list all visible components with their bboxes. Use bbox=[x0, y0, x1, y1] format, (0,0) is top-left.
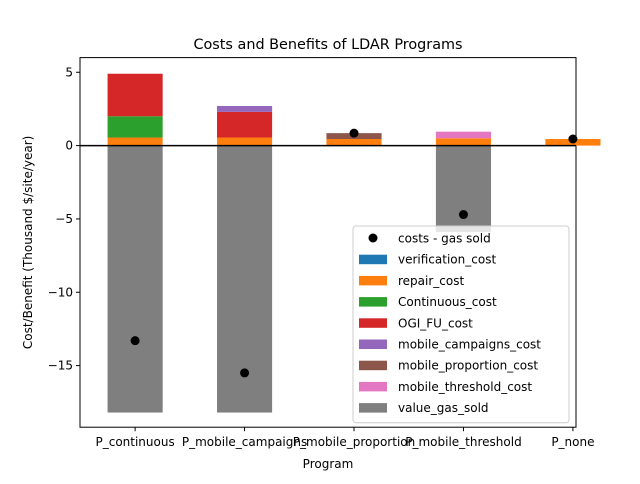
bar-repair-cost-p-mobile-campaigns bbox=[217, 137, 273, 146]
legend-swatch-ogi-fu-cost bbox=[359, 318, 387, 328]
legend-swatch-mobile-campaigns-cost bbox=[359, 339, 387, 349]
legend-swatch-mobile-threshold-cost bbox=[359, 381, 387, 392]
y-tick-label: 5 bbox=[65, 65, 73, 79]
legend-label-mobile-proportion-cost: mobile_proportion_cost bbox=[398, 359, 538, 373]
legend-marker-costs-gas-sold bbox=[368, 233, 378, 243]
legend-box bbox=[352, 225, 570, 424]
x-tick-label-p-mobile-campaigns: P_mobile_campaigns bbox=[182, 435, 307, 449]
legend-swatch-value-gas-sold bbox=[359, 403, 387, 413]
legend-swatch-verification-cost bbox=[359, 254, 387, 265]
legend-label-ogi-fu-cost: OGI_FU_cost bbox=[398, 316, 473, 330]
bar-value-gas-sold-p-mobile-campaigns bbox=[217, 145, 273, 413]
point-p-none bbox=[568, 134, 578, 144]
x-axis: P_continuous P_mobile_campaignsP_mobile_p… bbox=[95, 427, 594, 449]
y-axis: 5 0 −5 −10 −15 bbox=[48, 65, 80, 373]
chart-title: Costs and Benefits of LDAR Programs bbox=[193, 37, 462, 53]
x-axis-label: Program bbox=[303, 457, 354, 471]
x-tick-label-p-none: P_none bbox=[551, 435, 594, 449]
point-p-mobile-threshold bbox=[458, 210, 468, 220]
plot-frame bbox=[79, 57, 577, 428]
y-axis-label: Cost/Benefit (Thousand $/site/year) bbox=[21, 136, 35, 349]
bars-layer bbox=[107, 73, 601, 413]
point-p-mobile-proportion bbox=[349, 128, 359, 138]
bar-repair-cost-p-mobile-proportion bbox=[326, 139, 382, 146]
legend-swatch-repair-cost bbox=[359, 275, 387, 286]
bar-repair-cost-p-mobile-threshold bbox=[435, 138, 492, 146]
legend: costs - gas sold verification_cost repair_… bbox=[352, 225, 570, 424]
bar-mobile-threshold-cost-p-mobile-threshold bbox=[435, 131, 492, 139]
bar-mobile-campaigns-cost-p-mobile-campaigns bbox=[217, 106, 273, 112]
legend-label-costs-gas-sold: costs - gas sold bbox=[398, 232, 491, 246]
legend-label-value-gas-sold: value_gas_sold bbox=[398, 401, 489, 415]
x-tick-label-p-continuous: P_continuous bbox=[95, 435, 174, 449]
x-tick-label-p-mobile-threshold: P_mobile_threshold bbox=[405, 435, 521, 449]
bar-value-gas-sold-p-continuous bbox=[107, 145, 163, 413]
y-tick-label: −5 bbox=[55, 212, 73, 226]
y-tick-label: −15 bbox=[48, 359, 73, 373]
legend-label-continuous-cost: Continuous_cost bbox=[398, 295, 497, 309]
x-tick-label-p-mobile-proportion: P_mobile_proportion bbox=[293, 435, 415, 449]
bar-continuous-cost-p-continuous bbox=[107, 116, 163, 138]
y-tick-label: 0 bbox=[65, 139, 73, 153]
bar-ogi-fu-cost-p-mobile-campaigns bbox=[217, 111, 273, 138]
bar-value-gas-sold-p-mobile-threshold bbox=[435, 145, 492, 233]
legend-swatch-continuous-cost bbox=[359, 297, 387, 307]
legend-swatch-mobile-proportion-cost bbox=[359, 360, 387, 371]
bar-repair-cost-p-continuous bbox=[107, 137, 163, 146]
y-tick-label: −10 bbox=[48, 285, 73, 299]
point-p-continuous bbox=[130, 336, 140, 346]
legend-label-mobile-threshold-cost: mobile_threshold_cost bbox=[398, 380, 532, 394]
bar-ogi-fu-cost-p-continuous bbox=[107, 73, 163, 117]
points-layer bbox=[130, 128, 578, 378]
legend-label-verification-cost: verification_cost bbox=[398, 253, 496, 267]
point-p-mobile-campaigns bbox=[240, 368, 250, 378]
legend-label-repair-cost: repair_cost bbox=[398, 274, 464, 288]
legend-label-mobile-campaigns-cost: mobile_campaigns_cost bbox=[398, 338, 541, 352]
